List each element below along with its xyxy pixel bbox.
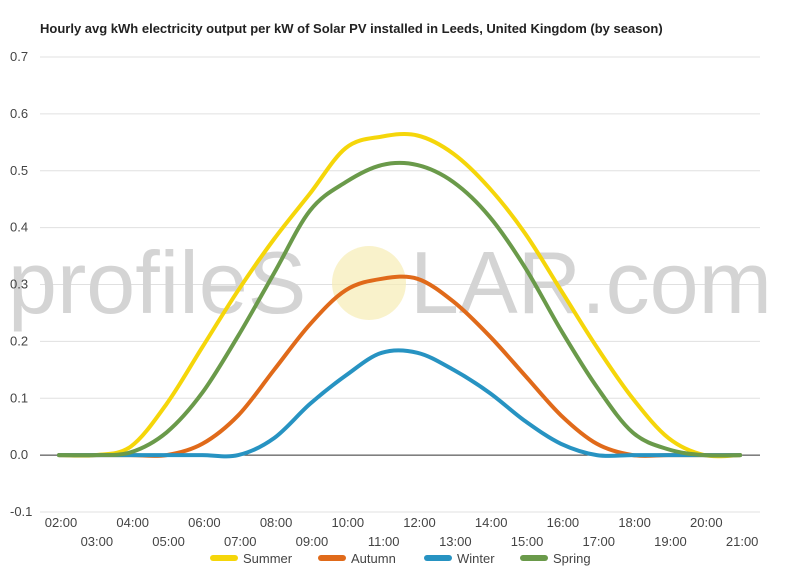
legend-label: Autumn (351, 551, 396, 566)
legend-swatch (318, 555, 346, 561)
series-line-winter (57, 348, 743, 459)
legend-swatch (424, 555, 452, 561)
x-tick-label: 12:00 (403, 515, 436, 530)
y-tick-label: 0.6 (10, 106, 28, 121)
x-tick-label: 14:00 (475, 515, 508, 530)
watermark: profileS LAR.com (8, 233, 772, 332)
legend: Summer Autumn Winter Spring (210, 551, 591, 566)
y-tick-label: 0.1 (10, 390, 28, 405)
x-tick-label: 09:00 (296, 534, 329, 549)
legend-label: Summer (243, 551, 293, 566)
x-tick-label: 11:00 (368, 534, 400, 549)
watermark-text-right: LAR.com (410, 233, 772, 332)
legend-swatch (210, 555, 238, 561)
x-tick-label: 08:00 (260, 515, 293, 530)
y-tick-label: 0.2 (10, 333, 28, 348)
y-tick-label: 0.4 (10, 220, 28, 235)
y-tick-label: 0.7 (10, 49, 28, 64)
y-tick-label: -0.1 (10, 504, 32, 519)
x-tick-label: 13:00 (439, 534, 472, 549)
x-tick-label: 19:00 (654, 534, 687, 549)
y-tick-label: 0.3 (10, 277, 28, 292)
x-tick-label: 17:00 (582, 534, 615, 549)
series-line-spring (57, 160, 743, 458)
series-line-summer (57, 132, 743, 459)
x-tick-label: 03:00 (81, 534, 114, 549)
x-tick-label: 05:00 (152, 534, 185, 549)
x-tick-label: 07:00 (224, 534, 257, 549)
y-tick-label: 0.5 (10, 163, 28, 178)
x-tick-label: 16:00 (547, 515, 580, 530)
x-axis-ticks: 02:0003:0004:0005:0006:0007:0008:0009:00… (45, 515, 759, 549)
x-tick-label: 02:00 (45, 515, 78, 530)
x-tick-label: 06:00 (188, 515, 221, 530)
legend-swatch (520, 555, 548, 561)
x-tick-label: 15:00 (511, 534, 544, 549)
x-tick-label: 21:00 (726, 534, 759, 549)
legend-label: Winter (457, 551, 495, 566)
x-tick-label: 10:00 (332, 515, 365, 530)
y-tick-label: 0.0 (10, 447, 28, 462)
series-lines (57, 132, 743, 459)
y-axis-ticks: -0.1 0.0 0.1 0.2 0.3 0.4 0.5 0.6 0.7 (10, 49, 32, 519)
watermark-text-left: profileS (8, 233, 306, 332)
x-tick-label: 04:00 (116, 515, 149, 530)
legend-label: Spring (553, 551, 591, 566)
chart-title: Hourly avg kWh electricity output per kW… (40, 21, 663, 36)
x-tick-label: 18:00 (618, 515, 651, 530)
x-tick-label: 20:00 (690, 515, 723, 530)
